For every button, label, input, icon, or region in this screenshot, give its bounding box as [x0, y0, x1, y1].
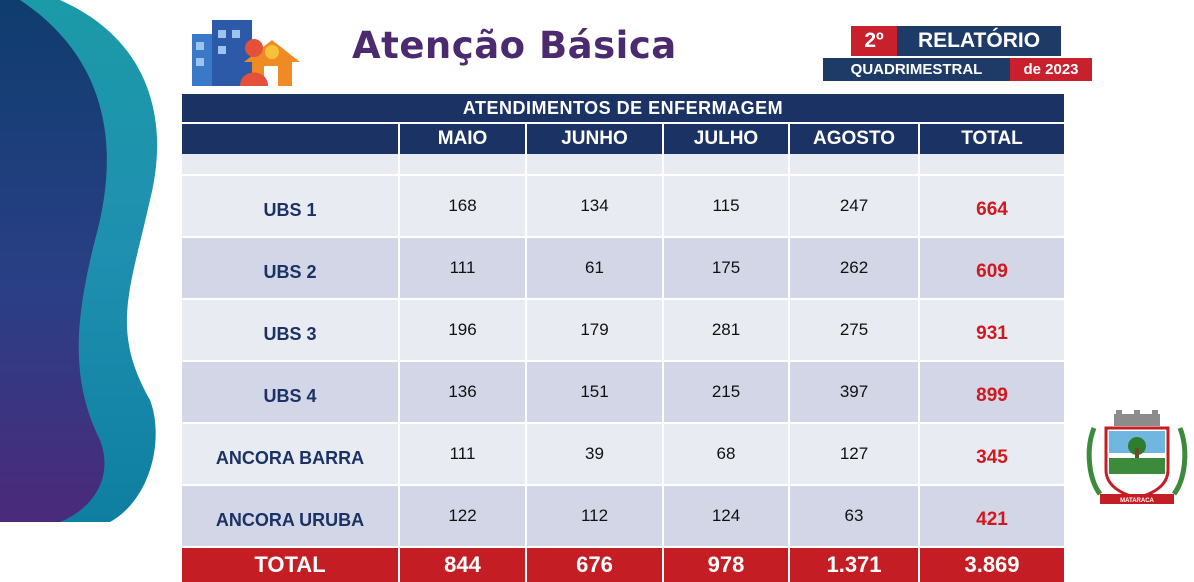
cell-row-total: 421 — [918, 484, 1064, 547]
municipal-coat-of-arms-icon: MATARACA — [1086, 410, 1188, 504]
cell-row-total: 664 — [918, 174, 1064, 237]
table-row: ANCORA BARRA 111 39 68 127 345 — [182, 422, 1064, 485]
cell-may: 111 — [398, 236, 526, 299]
table-row: UBS 1 168 134 115 247 664 — [182, 174, 1064, 237]
report-year-badge: de 2023 — [1010, 58, 1092, 81]
page-title: Atenção Básica — [352, 24, 677, 67]
cell-june: 112 — [525, 484, 663, 547]
total-june: 676 — [525, 546, 663, 582]
report-label-badge: RELATÓRIO — [897, 26, 1061, 56]
cell-row-total: 899 — [918, 360, 1064, 423]
total-label: TOTAL — [182, 546, 399, 582]
cell-june: 134 — [525, 174, 663, 237]
cell-june: 151 — [525, 360, 663, 423]
cell-june: 61 — [525, 236, 663, 299]
cell-july: 115 — [662, 174, 789, 237]
cell-august: 247 — [788, 174, 919, 237]
report-period-badge: QUADRIMESTRAL — [823, 58, 1010, 81]
row-unit-name: ANCORA BARRA — [182, 422, 399, 485]
total-july: 978 — [662, 546, 789, 582]
cell-august: 275 — [788, 298, 919, 361]
row-unit-name: ANCORA URUBA — [182, 484, 399, 547]
cell-july: 175 — [662, 236, 789, 299]
row-unit-name: UBS 2 — [182, 236, 399, 299]
row-unit-name: UBS 4 — [182, 360, 399, 423]
cell-row-total: 609 — [918, 236, 1064, 299]
cell-august: 262 — [788, 236, 919, 299]
cell-july: 68 — [662, 422, 789, 485]
cell-row-total: 931 — [918, 298, 1064, 361]
cell-august: 397 — [788, 360, 919, 423]
cell-june: 39 — [525, 422, 663, 485]
row-unit-name: UBS 1 — [182, 174, 399, 237]
column-header-august: AGOSTO — [788, 124, 919, 154]
table-caption: ATENDIMENTOS DE ENFERMAGEM — [182, 94, 1064, 124]
cell-august: 63 — [788, 484, 919, 547]
report-number-badge: 2º — [851, 26, 897, 56]
column-header-unit — [182, 124, 399, 154]
table-row: UBS 4 136 151 215 397 899 — [182, 360, 1064, 423]
cell-row-total: 345 — [918, 422, 1064, 485]
decorative-swoosh — [0, 0, 158, 522]
cell-august: 127 — [788, 422, 919, 485]
column-header-may: MAIO — [398, 124, 526, 154]
family-home-icon — [192, 20, 300, 86]
row-unit-name: UBS 3 — [182, 298, 399, 361]
table-total-row: TOTAL 844 676 978 1.371 3.869 — [182, 546, 1064, 582]
cell-may: 111 — [398, 422, 526, 485]
cell-may: 136 — [398, 360, 526, 423]
grand-total: 3.869 — [918, 546, 1064, 582]
cell-july: 281 — [662, 298, 789, 361]
nursing-care-table: ATENDIMENTOS DE ENFERMAGEM MAIO JUNHO JU… — [182, 94, 1064, 582]
total-august: 1.371 — [788, 546, 919, 582]
table-spacer-row — [182, 154, 1064, 175]
column-header-june: JUNHO — [525, 124, 663, 154]
cell-may: 196 — [398, 298, 526, 361]
column-header-total: TOTAL — [918, 124, 1064, 154]
cell-july: 124 — [662, 484, 789, 547]
cell-may: 168 — [398, 174, 526, 237]
table-row: UBS 3 196 179 281 275 931 — [182, 298, 1064, 361]
column-header-july: JULHO — [662, 124, 789, 154]
total-may: 844 — [398, 546, 526, 582]
cell-july: 215 — [662, 360, 789, 423]
cell-june: 179 — [525, 298, 663, 361]
table-row: UBS 2 111 61 175 262 609 — [182, 236, 1064, 299]
table-header-row: MAIO JUNHO JULHO AGOSTO TOTAL — [182, 124, 1064, 154]
svg-text:MATARACA: MATARACA — [1120, 498, 1154, 504]
table-row: ANCORA URUBA 122 112 124 63 421 — [182, 484, 1064, 547]
cell-may: 122 — [398, 484, 526, 547]
